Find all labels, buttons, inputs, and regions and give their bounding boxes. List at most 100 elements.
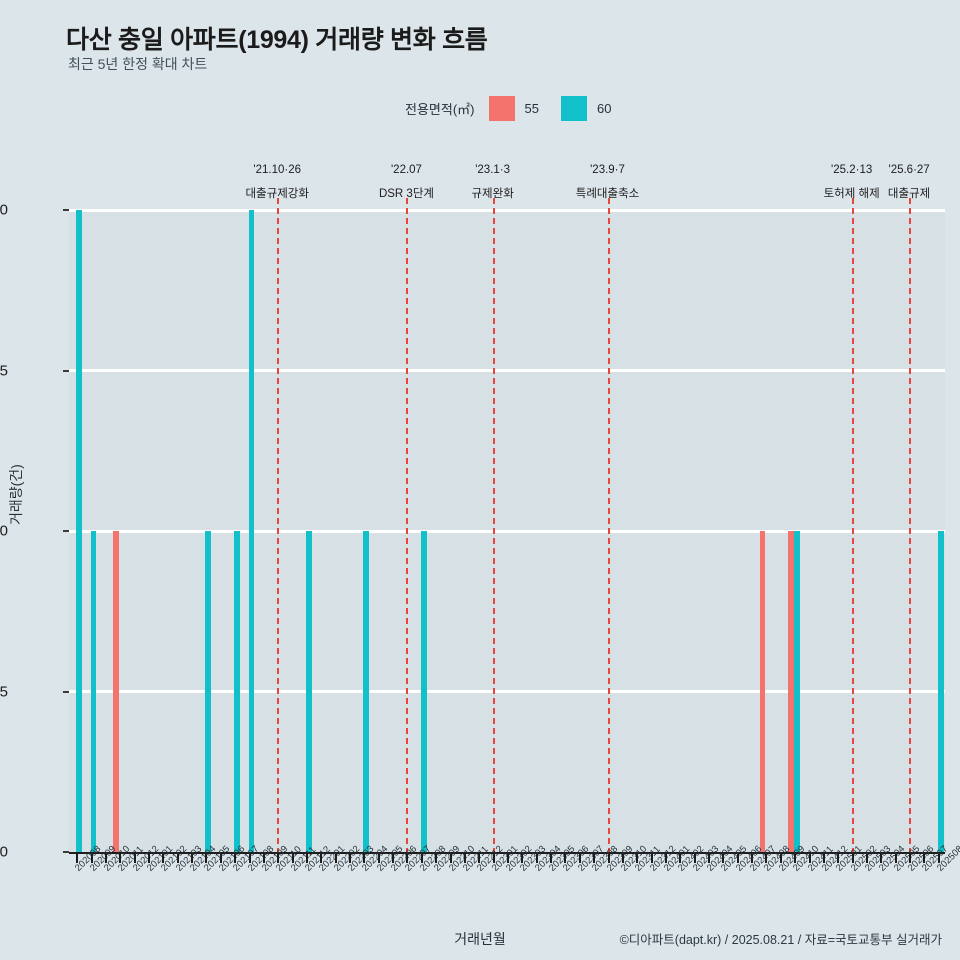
annotation-date: '21.10·26 xyxy=(253,164,302,176)
bar[interactable] xyxy=(305,531,312,852)
annotation-description: 규제완화 xyxy=(471,188,514,200)
x-tick-mark xyxy=(492,854,495,863)
x-tick-mark xyxy=(349,854,352,863)
y-tick-label: 1.0 xyxy=(0,522,8,540)
x-tick-mark xyxy=(808,854,811,863)
bar[interactable] xyxy=(205,531,212,852)
y-tick-label: 1.5 xyxy=(0,362,8,379)
legend-title: 전용면적(㎡) xyxy=(405,102,475,117)
bar[interactable] xyxy=(788,531,795,852)
y-tick-mark xyxy=(63,209,69,211)
x-tick-mark xyxy=(277,854,280,863)
x-tick-mark xyxy=(133,854,136,863)
x-tick-mark xyxy=(708,854,711,863)
annotation-line xyxy=(607,198,610,854)
bar[interactable] xyxy=(113,531,120,852)
footer-credit: ©디아파트(dapt.kr) / 2025.08.21 / 자료=국토교통부 실… xyxy=(619,933,942,947)
x-tick-mark xyxy=(822,854,825,863)
x-tick-mark xyxy=(578,854,581,863)
annotation-line xyxy=(406,198,409,854)
x-tick-mark xyxy=(478,854,481,863)
plot-area xyxy=(69,208,945,852)
annotation-description: 대출규제 xyxy=(887,188,931,200)
x-tick-mark xyxy=(765,854,768,863)
y-tick-mark xyxy=(63,530,69,532)
x-tick-mark xyxy=(219,854,222,863)
y-tick-mark xyxy=(63,851,69,853)
x-tick-mark xyxy=(248,854,251,863)
annotation-date: '23.1·3 xyxy=(475,164,511,176)
bar[interactable] xyxy=(363,531,370,852)
x-tick-mark xyxy=(119,854,122,863)
bar[interactable] xyxy=(76,210,83,852)
bar[interactable] xyxy=(234,531,241,852)
x-tick-mark xyxy=(90,854,93,863)
legend-swatch-60 xyxy=(560,96,587,121)
y-tick-mark xyxy=(63,369,69,372)
annotation-line xyxy=(851,198,854,854)
x-tick-mark xyxy=(147,854,150,863)
x-tick-mark xyxy=(363,854,366,863)
bar[interactable] xyxy=(759,531,766,852)
x-tick-mark xyxy=(837,854,840,863)
x-tick-mark xyxy=(650,854,653,863)
x-tick-mark xyxy=(406,854,409,863)
bar[interactable] xyxy=(937,531,944,852)
x-tick-mark xyxy=(334,854,337,863)
y-tick-label: 0.0 xyxy=(0,843,8,861)
x-tick-mark xyxy=(894,854,897,863)
annotation-line xyxy=(277,198,280,854)
page-subtitle: 최근 5년 한정 확대 차트 xyxy=(68,56,208,72)
x-tick-mark xyxy=(191,854,194,863)
x-tick-mark xyxy=(593,854,596,863)
x-tick-mark xyxy=(449,854,452,863)
annotation-line xyxy=(909,198,912,854)
annotation-description: DSR 3단계 xyxy=(378,188,434,200)
gridline xyxy=(69,690,945,693)
x-tick-mark xyxy=(162,854,165,863)
y-axis-label: 거래량(건) xyxy=(8,464,24,525)
gridline xyxy=(69,529,945,533)
x-tick-mark xyxy=(521,854,524,863)
bar[interactable] xyxy=(248,210,255,852)
annotation-line xyxy=(492,198,495,854)
x-tick-mark xyxy=(779,854,782,863)
x-tick-mark xyxy=(722,854,725,863)
x-tick-mark xyxy=(76,854,79,863)
x-tick-mark xyxy=(937,854,940,863)
annotation-date: '25.6·27 xyxy=(888,164,930,176)
annotation-date: '23.9·7 xyxy=(590,164,625,176)
x-tick-mark xyxy=(320,854,323,863)
x-tick-mark xyxy=(291,854,294,863)
x-tick-mark xyxy=(262,854,265,863)
gridline xyxy=(69,369,945,372)
x-tick-mark xyxy=(794,854,797,863)
y-tick-label: 2.0 xyxy=(0,201,8,219)
chart-legend: 전용면적(㎡) 55 60 xyxy=(405,96,611,121)
x-tick-mark xyxy=(435,854,438,863)
page-title: 다산 충일 아파트(1994) 거래량 변화 흐름 xyxy=(66,26,488,54)
x-tick-mark xyxy=(463,854,466,863)
y-tick-mark xyxy=(63,690,69,693)
bar[interactable] xyxy=(794,531,801,852)
x-tick-mark xyxy=(664,854,667,863)
x-tick-mark xyxy=(880,854,883,863)
x-tick-mark xyxy=(621,854,624,863)
bar[interactable] xyxy=(90,531,97,852)
x-tick-mark xyxy=(535,854,538,863)
x-tick-mark xyxy=(377,854,380,863)
x-tick-mark xyxy=(205,854,208,863)
annotation-description: 특례대출축소 xyxy=(575,188,640,200)
x-tick-mark xyxy=(507,854,509,863)
x-tick-mark xyxy=(866,854,869,863)
gridline xyxy=(69,208,945,212)
x-tick-mark xyxy=(751,854,754,863)
x-tick-mark xyxy=(176,854,179,863)
bar[interactable] xyxy=(420,531,427,852)
x-tick-mark xyxy=(923,854,926,863)
x-tick-mark xyxy=(420,854,423,863)
legend-label-60: 60 xyxy=(596,101,612,116)
x-tick-mark xyxy=(909,854,912,863)
legend-label-55: 55 xyxy=(524,101,539,116)
x-tick-mark xyxy=(607,854,610,863)
